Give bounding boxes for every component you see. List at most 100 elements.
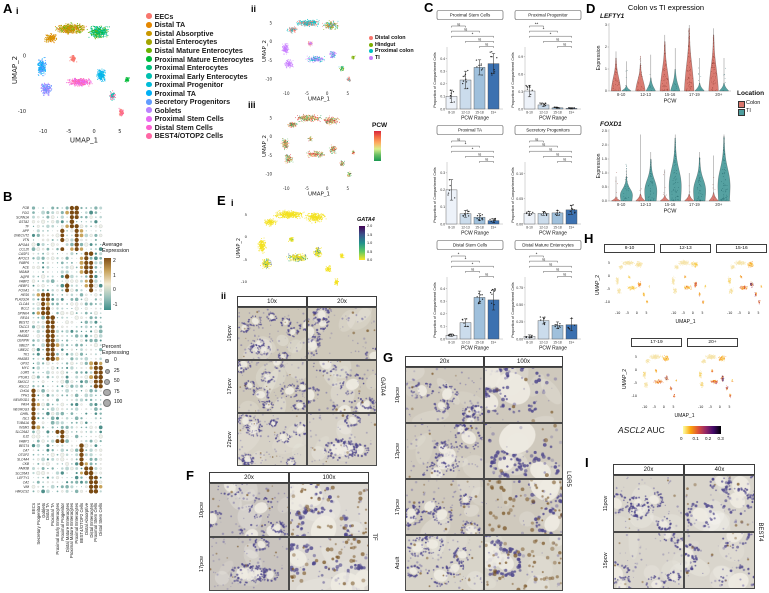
violin-jitter-point xyxy=(664,79,666,81)
dotplot-dot xyxy=(37,371,40,374)
dotplot-dot xyxy=(60,297,64,301)
dotplot-dot xyxy=(80,307,83,310)
violin-jitter-point xyxy=(627,185,629,187)
dotplot-dot xyxy=(60,457,65,462)
dotplot-dot xyxy=(65,329,69,333)
violin-jitter-point xyxy=(640,55,642,57)
panel-c-label: C xyxy=(424,0,434,15)
violin-jitter-point xyxy=(652,199,654,200)
violin-jitter-point xyxy=(712,59,714,61)
dotplot-dot xyxy=(36,439,40,443)
dotplot-dot xyxy=(36,471,41,476)
dotplot-dot xyxy=(90,348,92,351)
violin-jitter-point xyxy=(726,189,728,191)
dotplot-dot xyxy=(85,398,88,402)
violin-jitter-point xyxy=(639,69,641,70)
violin-jitter-point xyxy=(627,177,628,178)
violin-jitter-point xyxy=(612,89,614,91)
violin-jitter-point xyxy=(636,86,638,88)
dotplot-dot xyxy=(60,215,64,219)
significance-label: ns xyxy=(457,137,461,141)
dotplot-dot xyxy=(85,230,88,232)
violin-jitter-point xyxy=(615,64,616,66)
violin-jitter-point xyxy=(641,86,643,88)
violin-jitter-point xyxy=(674,160,676,162)
violin-jitter-point xyxy=(615,84,616,85)
dotplot-dot xyxy=(94,407,98,411)
dotplot-dot xyxy=(93,480,98,485)
dotplot-dot xyxy=(51,215,55,219)
dotplot-dot xyxy=(60,421,64,425)
percent-dot xyxy=(105,359,109,363)
dotplot-dot xyxy=(79,242,84,247)
violin-jitter-point xyxy=(639,189,641,191)
jitter-point xyxy=(530,335,532,337)
violin-jitter-point xyxy=(616,81,618,82)
dotplot-dot xyxy=(56,280,59,282)
dotplot-dot xyxy=(56,230,59,232)
violin-jitter-point xyxy=(648,200,649,202)
violin-jitter-point xyxy=(713,83,715,85)
dotplot-dot xyxy=(47,381,49,383)
violin-jitter-point xyxy=(666,79,668,81)
dotplot-dot xyxy=(31,206,36,210)
dotplot-dot xyxy=(85,408,88,410)
dotplot-dot xyxy=(66,472,68,474)
dotplot-dot xyxy=(85,225,88,228)
y-axis-label: Proportion of Compartment Cells xyxy=(511,282,515,337)
dotplot-dot xyxy=(76,367,78,369)
tf-histology-image xyxy=(289,537,369,591)
dotplot-dot xyxy=(71,344,73,346)
umap-ascl2-facet xyxy=(660,254,711,318)
lgr5-histology-image xyxy=(484,423,563,479)
violin-jitter-point xyxy=(688,29,690,31)
legend-label: Hindgut xyxy=(375,41,396,48)
dotplot-dot xyxy=(51,220,55,224)
legend-item: Proximal TA xyxy=(146,89,254,98)
dotplot-dot xyxy=(56,385,59,388)
dotplot-dot xyxy=(60,471,64,475)
dotplot-dot xyxy=(51,371,54,374)
violin-jitter-point xyxy=(689,81,690,83)
dotplot-dot xyxy=(85,316,88,319)
dotplot-dot xyxy=(56,311,59,315)
dotplot-dot xyxy=(89,439,93,443)
violin-jitter-point xyxy=(723,185,724,187)
dotplot-dot xyxy=(41,325,45,329)
dotplot-dot xyxy=(41,462,45,466)
dotplot-dot xyxy=(88,279,94,284)
jitter-point xyxy=(528,85,531,87)
violin xyxy=(668,137,682,202)
dotplot-dot xyxy=(52,285,53,286)
violin-jitter-point xyxy=(625,77,627,78)
jitter-point xyxy=(569,210,571,213)
dotplot-dot xyxy=(99,288,103,292)
dotplot-dot xyxy=(37,407,40,411)
dotplot-dot xyxy=(60,237,65,243)
dotplot-dot xyxy=(51,376,54,379)
jitter-point xyxy=(450,92,452,94)
violin-jitter-point xyxy=(688,195,690,196)
dotplot-dot xyxy=(81,394,82,396)
violin-jitter-point xyxy=(674,146,676,148)
dotplot-dot xyxy=(94,289,97,292)
legend-label: TI xyxy=(746,108,751,114)
violin-jitter-point xyxy=(713,63,715,64)
legend-item: Proximal Progenitor xyxy=(146,80,254,89)
violin-jitter-point xyxy=(612,83,614,85)
jitter-point xyxy=(491,289,493,292)
dotplot-dot xyxy=(56,257,59,260)
dotplot-dot xyxy=(32,302,35,306)
violin-jitter-point xyxy=(618,81,620,83)
barchart-4: Distal Stem Cells0.00.10.20.30.4***nsns8… xyxy=(433,240,504,352)
violin-jitter-point xyxy=(689,52,691,54)
jitter-point xyxy=(490,55,492,58)
dotplot-dot xyxy=(33,230,34,232)
violin-jitter-point xyxy=(612,87,614,89)
dotplot-dot xyxy=(75,444,78,447)
legend-label: Proximal colon xyxy=(375,48,414,55)
chart-title: Proximal Progenitor xyxy=(528,13,568,18)
dotplot-dot xyxy=(52,445,54,447)
violin-jitter-point xyxy=(628,197,629,199)
x-tick: 19+ xyxy=(569,340,575,344)
